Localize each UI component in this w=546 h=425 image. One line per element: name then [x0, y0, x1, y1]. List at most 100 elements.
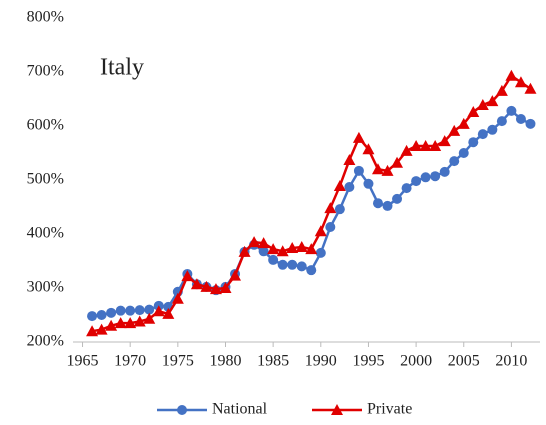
point	[371, 163, 384, 175]
point	[419, 139, 432, 151]
point	[115, 305, 126, 316]
y-tick-label: 300%	[27, 279, 64, 296]
annotation: Italy	[100, 55, 144, 81]
y-tick-label: 200%	[27, 333, 64, 350]
point	[96, 310, 107, 320]
point	[392, 193, 403, 204]
point	[95, 323, 108, 335]
x-tick-label: 1995	[352, 353, 384, 370]
point	[219, 282, 232, 293]
point	[134, 305, 145, 316]
point	[411, 176, 422, 187]
point	[125, 305, 136, 316]
point	[438, 135, 451, 147]
point	[106, 307, 117, 318]
point	[506, 105, 517, 116]
x-tick-label: 1985	[257, 353, 289, 370]
point	[287, 259, 298, 270]
point	[487, 124, 498, 135]
x-tick-label: 1990	[305, 353, 337, 370]
legend-marker	[331, 404, 343, 415]
point	[258, 246, 269, 257]
point	[334, 204, 345, 215]
point	[363, 178, 374, 189]
point	[295, 240, 308, 252]
point	[133, 315, 146, 327]
y-tick-label: 500%	[27, 171, 64, 188]
point	[467, 105, 480, 117]
y-tick-label: 400%	[27, 225, 64, 242]
point	[229, 269, 242, 281]
point	[352, 131, 365, 143]
x-tick-label: 2000	[400, 353, 432, 370]
legend-marker	[177, 405, 187, 415]
point	[267, 243, 280, 255]
point	[314, 225, 327, 237]
legend-label: National	[212, 401, 268, 418]
point	[429, 139, 442, 151]
point	[476, 98, 489, 110]
point	[353, 165, 364, 176]
point	[200, 280, 213, 292]
y-tick-label: 600%	[27, 117, 64, 134]
point	[439, 166, 450, 177]
point	[333, 179, 346, 191]
point	[372, 198, 383, 209]
point	[458, 148, 469, 158]
point	[305, 243, 318, 255]
point	[448, 124, 461, 136]
point	[152, 305, 165, 317]
point	[430, 171, 441, 182]
point	[143, 312, 156, 324]
point	[410, 139, 423, 151]
point	[162, 307, 175, 319]
point	[477, 129, 488, 140]
point	[362, 143, 375, 155]
point	[505, 69, 518, 81]
point	[114, 317, 127, 329]
point	[277, 259, 288, 270]
point	[87, 311, 98, 322]
point	[382, 200, 393, 211]
x-tick-label: 1975	[162, 353, 194, 370]
point	[144, 304, 155, 315]
point	[209, 283, 222, 295]
point	[400, 144, 413, 156]
point	[286, 242, 299, 254]
point	[324, 202, 337, 214]
y-tick-label: 800%	[27, 9, 64, 26]
y-tick-label: 700%	[27, 63, 64, 80]
point	[105, 319, 118, 331]
point	[171, 292, 184, 304]
point	[257, 237, 270, 249]
point	[391, 156, 404, 168]
point	[248, 236, 261, 248]
point	[181, 270, 194, 282]
point	[525, 118, 536, 129]
point	[344, 182, 355, 193]
point	[401, 183, 412, 194]
point	[306, 265, 317, 276]
point	[514, 76, 527, 88]
point	[296, 261, 307, 272]
x-tick-label: 2005	[448, 353, 480, 370]
point	[457, 117, 470, 129]
point	[268, 254, 279, 265]
point	[496, 116, 507, 127]
point	[524, 82, 537, 94]
x-tick-label: 1970	[114, 353, 146, 370]
x-tick-label: 2010	[495, 353, 527, 370]
legend-label: Private	[367, 401, 412, 418]
point	[315, 247, 326, 258]
point	[381, 164, 394, 176]
point	[343, 154, 356, 166]
point	[495, 84, 508, 96]
x-tick-label: 1980	[209, 353, 241, 370]
point	[468, 137, 479, 148]
point	[238, 245, 251, 257]
point	[420, 172, 431, 183]
point	[86, 325, 99, 337]
point	[276, 245, 289, 257]
